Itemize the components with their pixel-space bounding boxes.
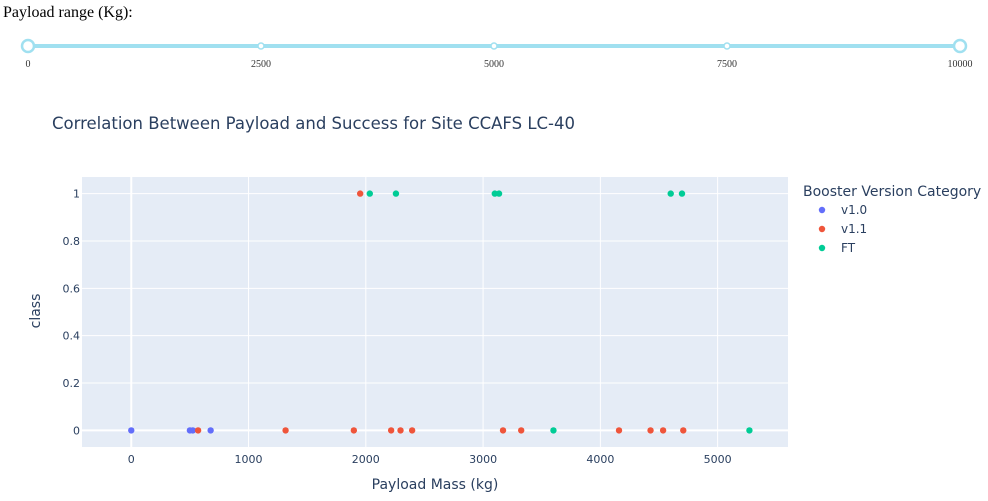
data-point-v1.1[interactable] xyxy=(680,427,687,434)
legend-title: Booster Version Category xyxy=(803,184,981,200)
data-point-v1.1[interactable] xyxy=(647,427,654,434)
slider-mark-dot xyxy=(723,42,731,50)
data-point-FT[interactable] xyxy=(550,427,557,434)
x-tick-label: 0 xyxy=(128,453,135,466)
data-point-FT[interactable] xyxy=(678,190,686,197)
legend-label: v1.1 xyxy=(841,222,867,236)
legend-marker xyxy=(818,244,826,252)
y-axis-title: class xyxy=(28,294,44,329)
y-tick-label: 0.2 xyxy=(63,377,81,390)
legend-item-FT[interactable]: FT xyxy=(818,241,856,255)
slider-mark-label: 0 xyxy=(26,59,31,70)
data-point-v1.1[interactable] xyxy=(350,427,358,434)
data-point-v1.1[interactable] xyxy=(282,427,289,434)
data-point-v1.1[interactable] xyxy=(387,427,395,434)
data-point-FT[interactable] xyxy=(366,190,373,197)
data-point-v1.1[interactable] xyxy=(659,427,667,434)
legend-marker xyxy=(818,225,826,233)
y-tick-label: 1 xyxy=(73,188,80,201)
data-point-FT[interactable] xyxy=(495,190,503,197)
data-point-FT[interactable] xyxy=(392,190,400,197)
axis-ticks: 0 1000 2000 3000 4000 5000 0 0.2 0.4 0.6 0.8 1 xyxy=(63,188,732,466)
x-tick-label: 4000 xyxy=(586,453,614,466)
legend: Booster Version Category v1.0 v1.1 FT xyxy=(803,184,981,255)
data-point-v1.1[interactable] xyxy=(408,427,416,434)
slider-handle-min[interactable] xyxy=(20,38,36,54)
y-tick-label: 0.8 xyxy=(63,235,81,248)
slider-mark-label: 5000 xyxy=(484,59,504,70)
data-point-v1.1[interactable] xyxy=(517,427,525,434)
data-point-v1.1[interactable] xyxy=(356,190,364,197)
data-points xyxy=(128,190,753,434)
slider-mark-label: 7500 xyxy=(717,59,737,70)
data-point-v1.1[interactable] xyxy=(499,427,507,434)
payload-range-slider[interactable]: 0 2500 5000 7500 10000 xyxy=(0,30,988,80)
slider-mark-dot xyxy=(490,42,498,50)
slider-mark-dot xyxy=(257,42,265,50)
legend-label: v1.0 xyxy=(841,203,867,217)
x-tick-label: 1000 xyxy=(235,453,263,466)
slider-label: Payload range (Kg): xyxy=(3,4,133,21)
legend-item-v1.1[interactable]: v1.1 xyxy=(818,222,867,236)
legend-marker xyxy=(818,206,826,214)
chart-title: Correlation Between Payload and Success … xyxy=(52,114,575,133)
legend-item-v1.0[interactable]: v1.0 xyxy=(818,203,867,217)
slider-mark-label: 2500 xyxy=(251,59,271,70)
data-point-v1.1[interactable] xyxy=(615,427,623,434)
y-tick-label: 0.6 xyxy=(63,282,81,295)
plot-area[interactable] xyxy=(82,177,788,447)
y-tick-label: 0.4 xyxy=(63,330,81,343)
x-tick-label: 3000 xyxy=(469,453,497,466)
legend-label: FT xyxy=(841,241,856,255)
data-point-v1.0[interactable] xyxy=(207,427,214,434)
data-point-FT[interactable] xyxy=(746,427,753,434)
data-point-v1.0[interactable] xyxy=(128,427,135,434)
x-tick-label: 5000 xyxy=(704,453,732,466)
x-tick-label: 2000 xyxy=(352,453,380,466)
y-tick-label: 0 xyxy=(73,424,80,437)
data-point-v1.0[interactable] xyxy=(189,427,197,434)
data-point-v1.1[interactable] xyxy=(397,427,404,434)
data-point-v1.1[interactable] xyxy=(194,427,202,434)
x-axis-title: Payload Mass (kg) xyxy=(372,477,499,493)
scatter-chart: Correlation Between Payload and Success … xyxy=(28,114,981,493)
data-point-FT[interactable] xyxy=(667,190,674,197)
slider-handle-max[interactable] xyxy=(952,38,968,54)
slider-mark-label: 10000 xyxy=(948,59,973,70)
